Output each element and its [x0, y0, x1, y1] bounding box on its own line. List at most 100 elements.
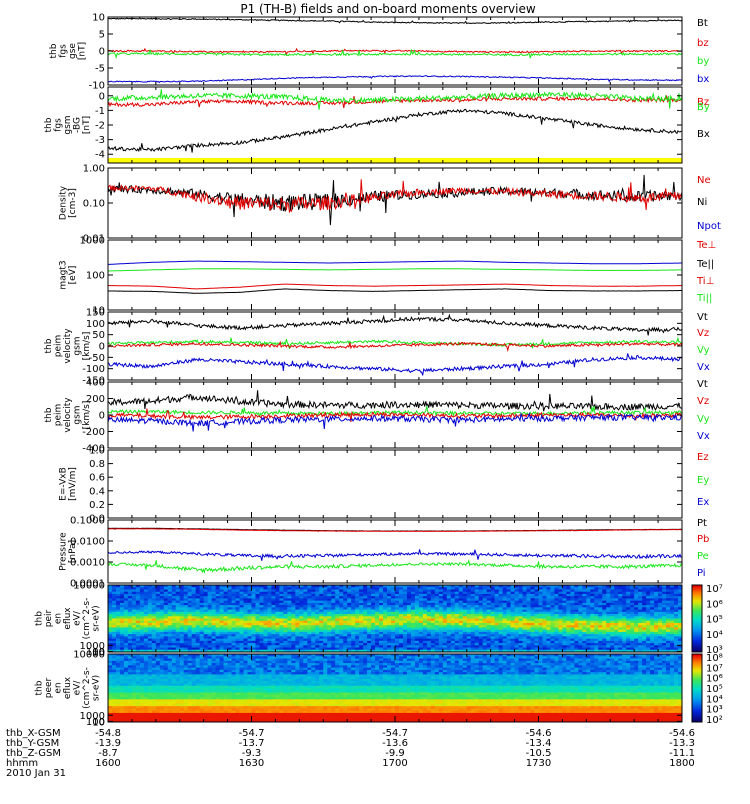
heatmap-cell: [315, 596, 320, 599]
heatmap-cell: [295, 622, 300, 626]
heatmap-cell: [558, 622, 563, 626]
heatmap-cell: [438, 600, 444, 604]
heatmap-cell: [466, 634, 472, 637]
heatmap-cell: [618, 638, 623, 642]
heatmap-cell: [482, 620, 488, 624]
heatmap-cell: [574, 618, 579, 622]
heatmap-cell: [151, 717, 157, 721]
heatmap-cell: [127, 591, 133, 595]
heatmap-cell: [108, 701, 113, 705]
heatmap-cell: [426, 640, 432, 644]
heatmap-cell: [151, 678, 157, 682]
heatmap-cell: [315, 649, 320, 653]
heatmap-cell: [486, 585, 492, 588]
heatmap-cell: [422, 627, 428, 631]
heatmap-cell: [678, 593, 683, 597]
heatmap-cell: [418, 607, 424, 610]
y-tick-label: 10: [92, 13, 105, 24]
heatmap-cell: [494, 620, 500, 624]
heatmap-cell: [670, 600, 675, 604]
heatmap-cell: [115, 656, 121, 659]
heatmap-cell: [163, 685, 169, 689]
heatmap-cell: [650, 643, 655, 646]
heatmap-cell: [151, 629, 157, 633]
heatmap-cell: [418, 647, 424, 651]
heatmap-cell: [550, 638, 555, 642]
colorbar-segment: [692, 621, 702, 625]
heatmap-cell: [315, 647, 320, 651]
heatmap-cell: [283, 614, 288, 617]
heatmap-cell: [143, 667, 149, 671]
heatmap-cell: [526, 598, 531, 602]
heatmap-cell: [626, 600, 631, 604]
heatmap-cell: [586, 629, 591, 633]
heatmap-cell: [502, 616, 508, 619]
heatmap-cell: [626, 607, 631, 610]
y-axis-label: velocity: [63, 397, 73, 433]
heatmap-cell: [670, 596, 675, 599]
heatmap-cell: [179, 585, 185, 588]
heatmap-cell: [135, 627, 141, 631]
heatmap-cell: [135, 692, 141, 696]
heatmap-cell: [570, 622, 575, 626]
heatmap-cell: [151, 692, 157, 696]
heatmap-cell: [227, 620, 232, 624]
heatmap-cell: [283, 620, 288, 624]
heatmap-cell: [327, 602, 332, 606]
heatmap-cell: [219, 602, 224, 606]
heatmap-cell: [215, 616, 221, 619]
heatmap-cell: [231, 585, 236, 588]
heatmap-cell: [259, 625, 264, 628]
heatmap-cell: [155, 663, 161, 666]
heatmap-cell: [658, 625, 663, 628]
heatmap-cell: [602, 643, 607, 646]
heatmap-cell: [175, 636, 181, 639]
heatmap-cell: [283, 589, 288, 593]
heatmap-cell: [466, 636, 472, 639]
heatmap-cell: [163, 706, 169, 709]
heatmap-cell: [115, 669, 121, 673]
colorbar-segment: [692, 635, 702, 638]
heatmap-cell: [159, 640, 165, 644]
heatmap-cell: [450, 640, 456, 644]
heatmap-cell: [299, 618, 304, 622]
heatmap-cell: [351, 589, 356, 593]
heatmap-cell: [410, 638, 416, 642]
heatmap-cell: [115, 647, 121, 651]
heatmap-cell: [331, 645, 336, 648]
heatmap-cell: [311, 587, 316, 590]
heatmap-cell: [155, 598, 161, 602]
heatmap-cell: [147, 636, 153, 639]
heatmap-cell: [446, 611, 452, 615]
heatmap-cell: [195, 616, 201, 619]
heatmap-cell: [139, 665, 145, 668]
heatmap-cell: [650, 634, 655, 637]
heatmap-cell: [119, 683, 125, 687]
heatmap-cell: [327, 587, 332, 590]
heatmap-cell: [542, 602, 547, 606]
heatmap-cell: [662, 643, 667, 646]
heatmap-cell: [586, 618, 591, 622]
heatmap-cell: [666, 593, 671, 597]
heatmap-cell: [482, 607, 488, 610]
heatmap-cell: [546, 611, 551, 615]
heatmap-cell: [470, 589, 476, 593]
heatmap-cell: [466, 631, 472, 635]
heatmap-cell: [195, 611, 201, 615]
heatmap-cell: [514, 607, 519, 610]
heatmap-cell: [546, 585, 551, 588]
heatmap-cell: [490, 647, 496, 651]
heatmap-cell: [307, 600, 312, 604]
heatmap-cell: [534, 622, 539, 626]
heatmap-cell: [626, 634, 631, 637]
heatmap-cell: [131, 600, 137, 604]
heatmap-cell: [618, 647, 623, 651]
heatmap-cell: [115, 712, 121, 716]
heatmap-cell: [398, 618, 404, 622]
heatmap-cell: [490, 611, 496, 615]
heatmap-cell: [430, 591, 436, 595]
heatmap-cell: [474, 607, 480, 610]
heatmap-cell: [371, 605, 376, 608]
heatmap-cell: [590, 593, 595, 597]
heatmap-cell: [458, 634, 464, 637]
